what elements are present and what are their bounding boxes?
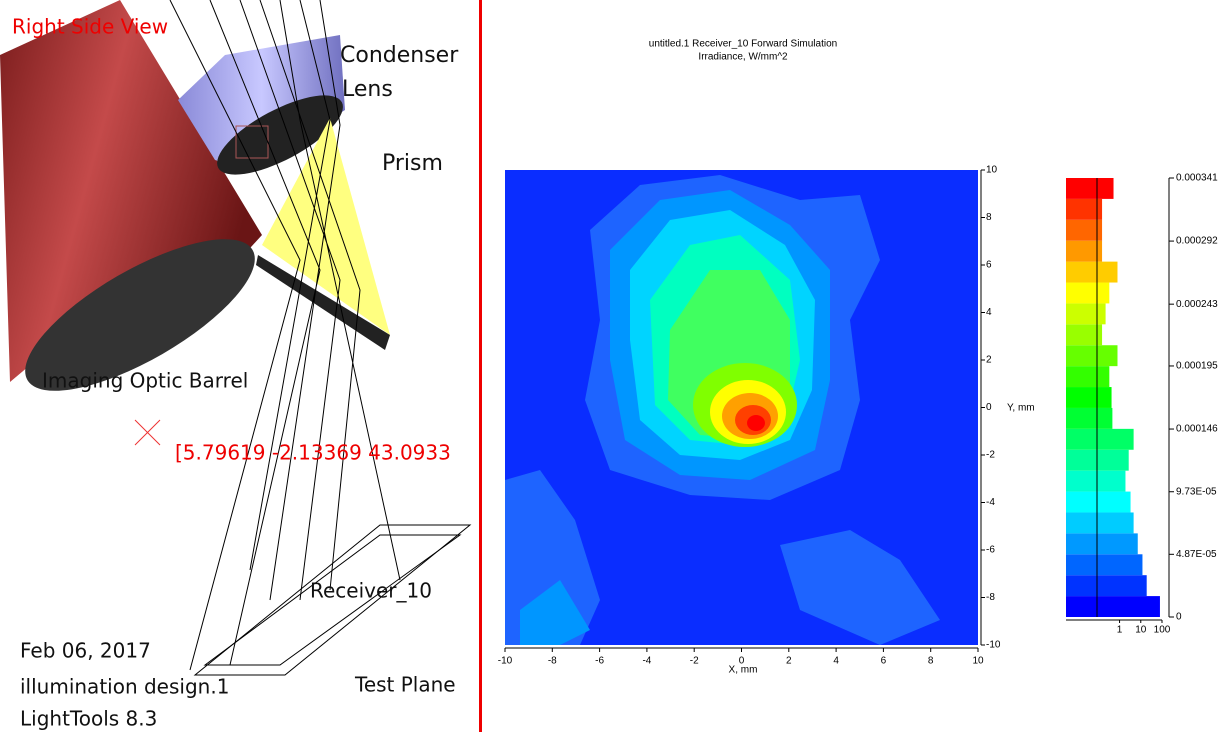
x-label: X, mm [729,665,758,676]
view-title: Right Side View [12,15,168,39]
histogram-bar [1066,303,1106,325]
barrel [0,0,262,382]
histogram-bar [1066,491,1131,513]
histogram-bar [1066,240,1103,262]
histogram-bar [1066,596,1160,617]
histogram-bar [1066,178,1114,199]
x-tick-label: 2 [786,656,792,667]
histogram-bar [1066,324,1103,346]
colorbar-tick-label: 0.000341 [1176,173,1218,184]
y-tick-label: -10 [986,640,1001,651]
label: Prism [382,151,443,176]
y-tick-label: -6 [986,545,995,556]
y-tick-label: 8 [986,212,992,223]
histogram-bar [1066,428,1134,450]
histogram-bar [1066,219,1103,241]
histogram-bar [1066,282,1110,304]
plot-title: untitled.1 Receiver_10 Forward Simulatio… [649,39,837,50]
histogram-tick-label: 1 [1117,625,1123,636]
footer: illumination design.1 [20,675,229,699]
histogram-bar [1066,387,1112,408]
histogram-bar [1066,533,1138,555]
histogram-tick-label: 10 [1135,625,1147,636]
label: Receiver_10 [310,579,432,603]
x-tick-label: 4 [833,656,839,667]
x-tick-label: -10 [498,656,513,667]
y-tick-label: 4 [986,307,992,318]
y-tick-label: -8 [986,592,995,603]
plot-subtitle: Irradiance, W/mm^2 [698,52,788,63]
condenser-end [217,95,343,175]
colorbar-tick-label: 0.000243 [1176,299,1218,310]
3d-view: Right Side View Condenser Lens Prism Ima… [0,0,472,731]
histogram-bar [1066,575,1147,597]
y-tick-label: 2 [986,355,992,366]
colorbar-tick-label: 0.000292 [1176,236,1218,247]
footer: Feb 06, 2017 [20,639,151,663]
x-tick-label: 10 [972,656,984,667]
footer: LightTools 8.3 [20,707,157,731]
y-tick-label: 6 [986,260,992,271]
y-tick-label: 10 [986,165,998,176]
y-label: Y, mm [1007,403,1035,414]
histogram-bar [1066,366,1110,388]
label: Condenser [340,43,459,68]
histogram-bar [1066,470,1126,492]
y-tick-label: -2 [986,450,995,461]
histogram-bar [1066,407,1113,429]
label: Imaging Optic Barrel [42,369,248,393]
x-tick-label: 6 [881,656,887,667]
coordinate: [5.79619 -2.13369 43.0933 [175,441,451,465]
divider [479,0,482,732]
y-tick-label: 0 [986,402,992,413]
histogram-bar [1066,198,1103,220]
x-tick-label: -8 [548,656,557,667]
histogram-bar [1066,554,1143,576]
histogram-tick-label: 100 [1154,625,1171,636]
label: Test Plane [354,673,456,697]
colorbar-tick-label: 9.73E-05 [1176,486,1217,497]
colorbar-tick-label: 0.000195 [1176,361,1218,372]
colorbar-tick-label: 4.87E-05 [1176,549,1217,560]
rays [134,0,472,676]
prism [262,118,390,335]
x-tick-label: -6 [595,656,604,667]
colorbar-tick-label: 0.000146 [1176,424,1218,435]
histogram-bar [1066,345,1118,367]
y-tick-label: -4 [986,497,995,508]
x-tick-label: -2 [690,656,699,667]
histogram-bar [1066,512,1134,534]
x-tick-label: -4 [642,656,651,667]
label: Lens [342,77,393,102]
contour [747,415,765,431]
x-tick-label: 8 [928,656,934,667]
barrel-end [25,239,255,391]
x-tick-label: 0 [739,656,745,667]
contour-map [505,170,978,645]
colorbar-tick-label: 0 [1176,612,1182,623]
histogram-bar [1066,261,1118,283]
